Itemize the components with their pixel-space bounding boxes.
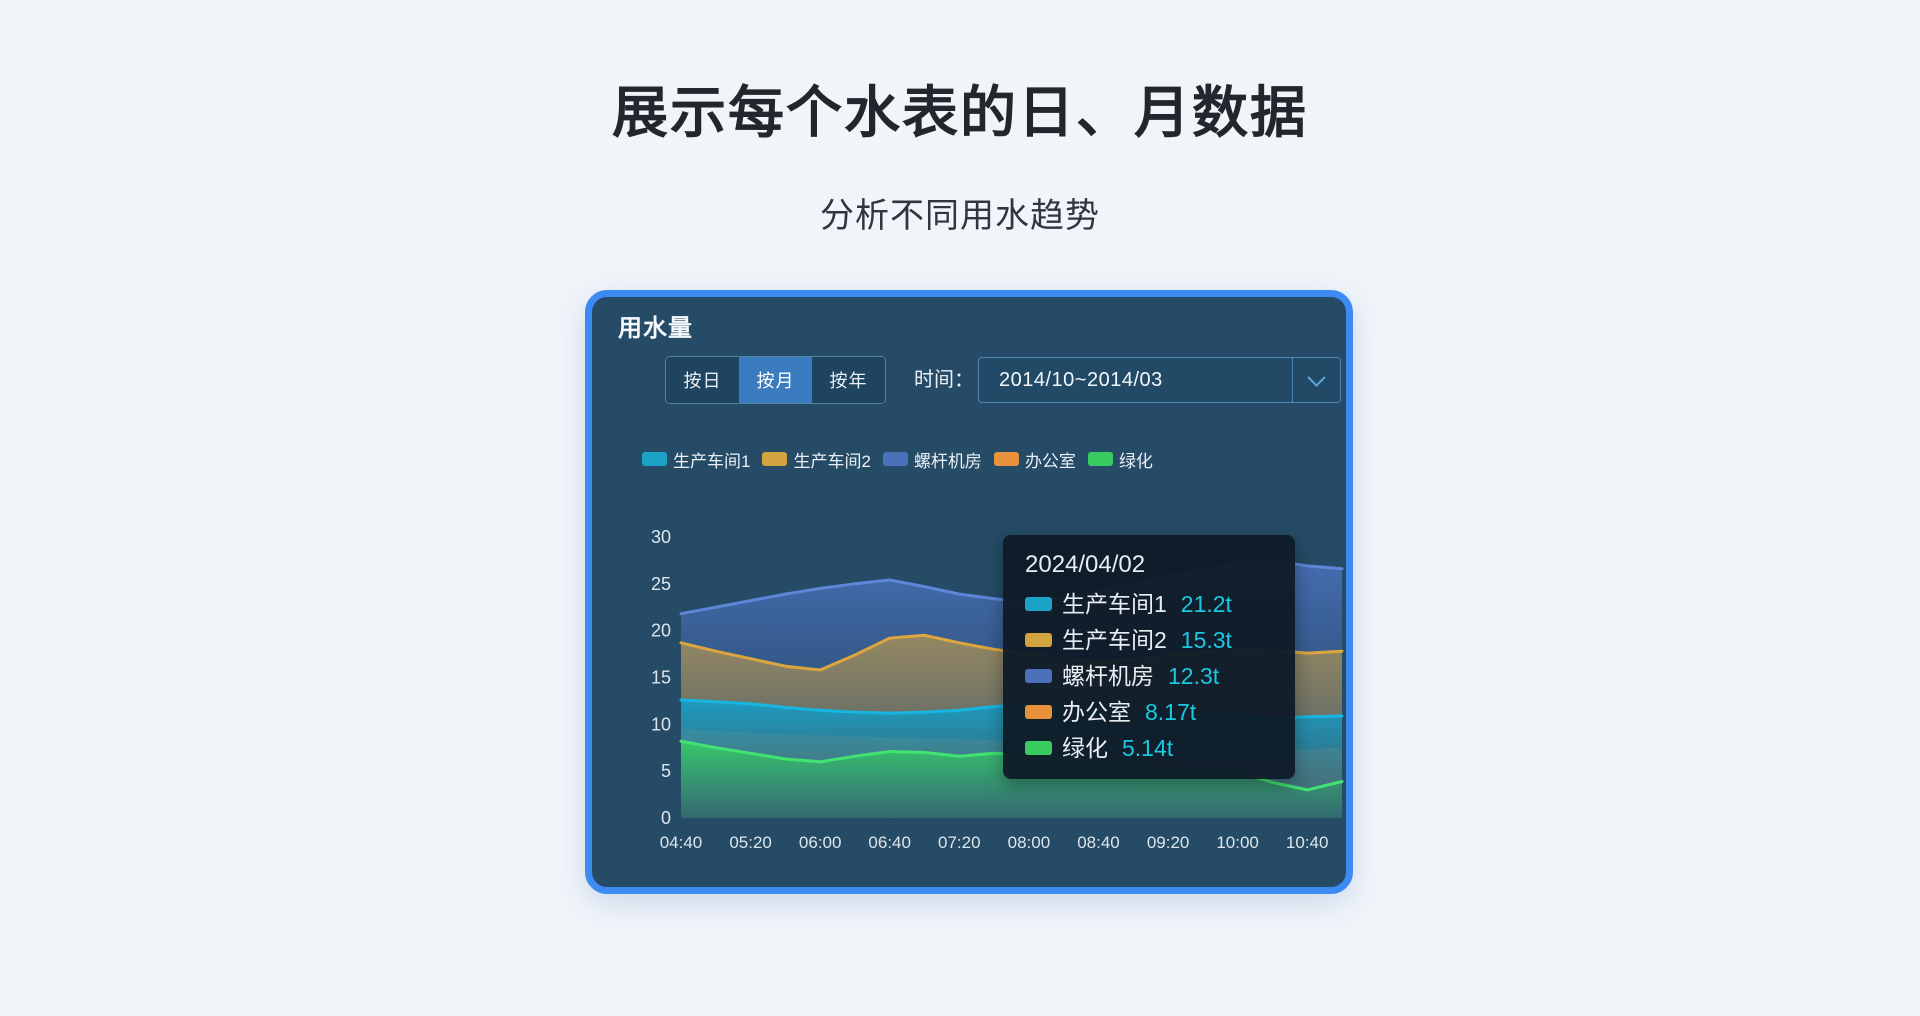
x-axis-label: 06:00 (799, 833, 842, 852)
area-series-5 (681, 741, 1342, 818)
tooltip-row-2: 生产车间2 15.3t (1025, 625, 1273, 655)
x-axis-label: 10:00 (1216, 833, 1259, 852)
legend-swatch (882, 452, 908, 466)
tab-by-month[interactable]: 按月 (739, 357, 812, 403)
chart-legend: 生产车间1 生产车间2 螺杆机房 办公室 绿化 (642, 447, 1326, 471)
legend-item-2[interactable]: 生产车间2 (762, 447, 871, 472)
tooltip-series-name: 绿化 (1062, 735, 1108, 761)
legend-swatch (762, 452, 788, 466)
legend-item-4[interactable]: 办公室 (993, 447, 1076, 472)
x-axis-label: 07:20 (938, 833, 981, 852)
legend-swatch (993, 452, 1019, 466)
page-subtitle: 分析不同用水趋势 (820, 197, 1100, 235)
x-axis-label: 05:20 (729, 833, 772, 852)
tooltip-row-4: 办公室 8.17t (1025, 697, 1273, 727)
tooltip-series-value: 5.14t (1122, 735, 1174, 761)
x-axis-label: 06:40 (868, 833, 911, 852)
tooltip-row-3: 螺杆机房 12.3t (1025, 661, 1273, 691)
time-range-select[interactable]: 2014/10~2014/03 (978, 357, 1341, 403)
water-usage-card: 用水量 按日 按月 按年 时间： 2014/10~2014/03 生产车间1 生产车间… (585, 290, 1353, 894)
series-color-swatch (1025, 741, 1052, 755)
y-axis-label: 10 (651, 714, 671, 734)
series-color-swatch (1025, 633, 1052, 647)
legend-label: 绿化 (1118, 451, 1153, 471)
tooltip-series-value: 8.17t (1145, 699, 1197, 725)
time-range-value: 2014/10~2014/03 (999, 368, 1163, 391)
legend-item-1[interactable]: 生产车间1 (642, 447, 750, 472)
legend-item-5[interactable]: 绿化 (1087, 447, 1153, 472)
tooltip-series-name: 生产车间1 (1062, 591, 1167, 617)
x-axis-label: 08:00 (1008, 833, 1051, 852)
x-axis-label: 10:40 (1286, 833, 1329, 852)
legend-label: 生产车间1 (673, 451, 751, 471)
legend-label: 办公室 (1024, 451, 1076, 471)
series-color-swatch (1025, 597, 1052, 611)
tooltip-series-value: 12.3t (1168, 663, 1220, 689)
y-axis-label: 30 (651, 527, 671, 547)
legend-label: 螺杆机房 (913, 451, 982, 471)
chevron-down-icon[interactable] (1292, 358, 1340, 402)
tab-by-day[interactable]: 按日 (666, 357, 739, 403)
tooltip-series-value: 21.2t (1180, 591, 1232, 617)
period-tab-group: 按日 按月 按年 (665, 356, 886, 404)
time-label: 时间： (914, 369, 974, 391)
tooltip-row-1: 生产车间1 21.2t (1025, 589, 1273, 619)
tooltip-series-name: 办公室 (1062, 699, 1131, 725)
legend-label: 生产车间2 (793, 451, 871, 471)
tab-by-year[interactable]: 按年 (812, 357, 885, 403)
y-axis-label: 20 (651, 621, 671, 641)
tooltip-series-value: 15.3t (1180, 627, 1232, 653)
series-color-swatch (1025, 669, 1052, 683)
x-axis-label: 04:40 (660, 833, 703, 852)
tooltip-date: 2024/04/02 (1025, 551, 1146, 578)
card-title: 用水量 (618, 315, 693, 342)
chart-tooltip: 2024/04/02 生产车间1 21.2t 生产车间2 15.3t 螺杆机房 12.3t… (1003, 535, 1295, 779)
legend-swatch (1087, 452, 1113, 466)
legend-swatch (642, 452, 667, 466)
page-title: 展示每个水表的日、月数据 (612, 81, 1308, 144)
y-axis-label: 25 (651, 574, 671, 594)
tooltip-series-name: 螺杆机房 (1062, 663, 1154, 689)
tooltip-row-5: 绿化 5.14t (1025, 733, 1273, 763)
x-axis-label: 08:40 (1077, 833, 1120, 852)
legend-item-3[interactable]: 螺杆机房 (882, 447, 982, 472)
y-axis-label: 0 (661, 808, 671, 828)
y-axis-label: 5 (661, 761, 671, 781)
series-color-swatch (1025, 705, 1052, 719)
tooltip-series-name: 生产车间2 (1062, 627, 1167, 653)
x-axis-label: 09:20 (1147, 833, 1190, 852)
y-axis-label: 15 (651, 668, 671, 688)
